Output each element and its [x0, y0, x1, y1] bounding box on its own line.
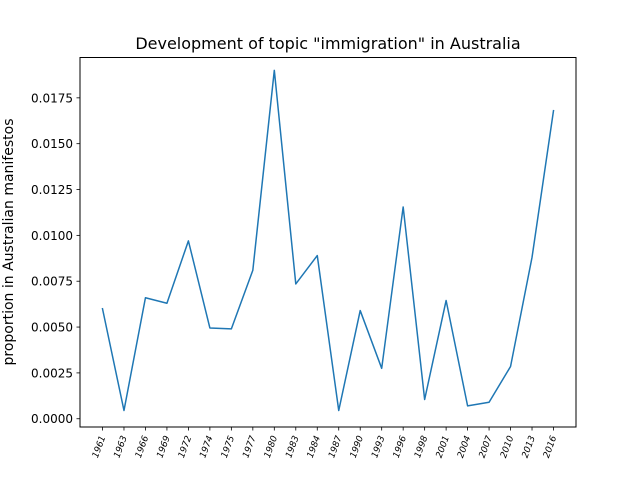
x-tick-label: 2010 — [499, 434, 516, 459]
x-tick-label: 1972 — [177, 434, 194, 459]
y-tick-label: 0.0150 — [31, 137, 73, 151]
x-tick-label: 2007 — [478, 434, 495, 459]
y-axis-label: proportion in Australian manifestos — [1, 118, 17, 365]
chart-title: Development of topic "immigration" in Au… — [135, 34, 520, 53]
y-tick-label: 0.0025 — [31, 366, 73, 380]
x-tick-label: 1990 — [349, 434, 366, 459]
y-tick-label: 0.0100 — [31, 229, 73, 243]
y-axis: 0.0000 0.0025 0.0050 0.0075 0.0100 0.0125 0.01… — [31, 91, 80, 426]
x-tick-label: 1980 — [263, 434, 280, 459]
x-tick-label: 1984 — [306, 434, 323, 459]
y-tick-label: 0.0050 — [31, 321, 73, 335]
y-tick-label: 0.0000 — [31, 412, 73, 426]
x-tick-label: 1993 — [370, 434, 387, 459]
x-tick-label: 1975 — [220, 434, 237, 459]
series-line — [101, 69, 555, 412]
x-tick-label: 2013 — [521, 434, 538, 459]
x-tick-label: 2016 — [542, 434, 559, 459]
x-tick-label: 1987 — [327, 434, 344, 459]
x-tick-label: 1974 — [198, 434, 215, 459]
x-tick-label: 1961 — [91, 435, 108, 460]
x-axis: 1961 1963 1966 1969 1972 1974 1975 1977 1980 1983… — [91, 427, 559, 460]
series-layer — [101, 69, 555, 412]
x-tick-label: 2001 — [435, 435, 452, 460]
x-tick-label: 1966 — [134, 434, 151, 459]
x-tick-label: 1998 — [413, 434, 430, 459]
x-tick-label: 1983 — [284, 434, 301, 459]
x-tick-label: 1977 — [241, 434, 258, 459]
x-tick-label: 1996 — [392, 434, 409, 459]
x-tick-label: 1963 — [113, 434, 130, 459]
y-tick-label: 0.0175 — [31, 91, 73, 105]
x-tick-label: 1969 — [156, 434, 173, 459]
y-tick-label: 0.0125 — [31, 183, 73, 197]
x-tick-label: 2004 — [456, 434, 473, 459]
y-tick-label: 0.0075 — [31, 275, 73, 289]
plot-area — [79, 57, 577, 428]
